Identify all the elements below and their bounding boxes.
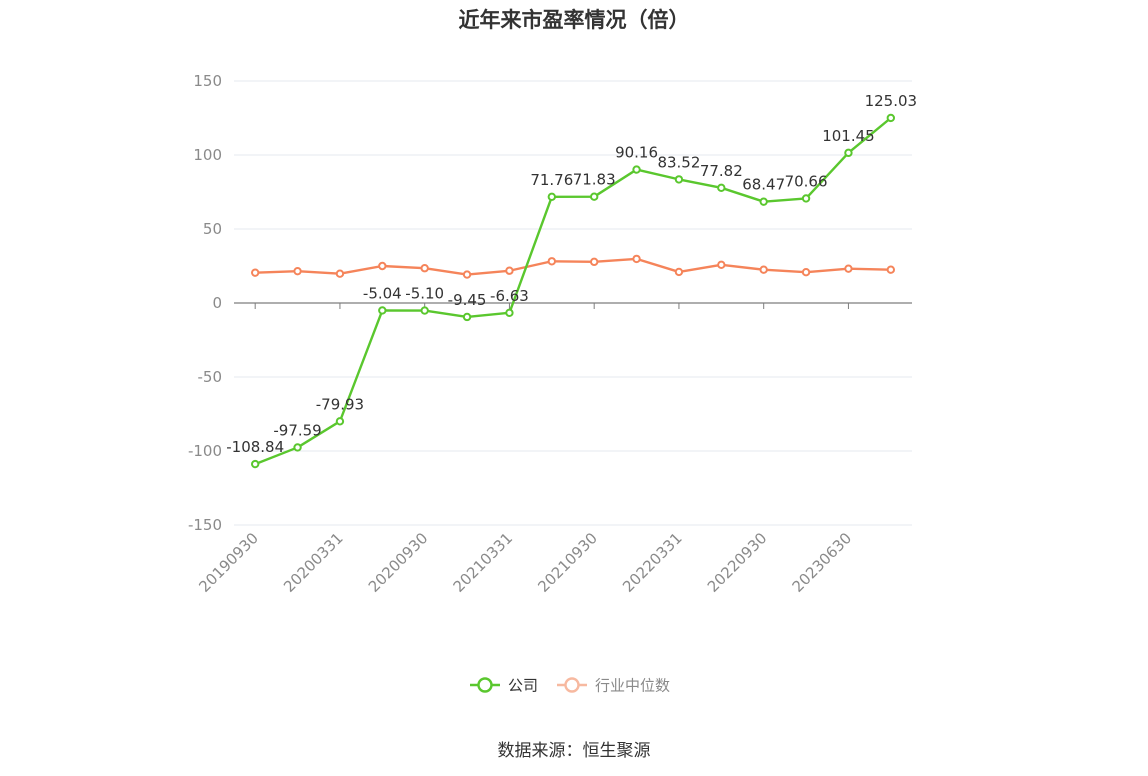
data-point <box>759 197 768 206</box>
x-tick-label: 20200331 <box>280 529 347 596</box>
series-line <box>254 117 892 466</box>
x-tick-label: 20220331 <box>619 529 686 596</box>
y-tick-label: 0 <box>212 294 222 312</box>
data-point <box>632 254 641 264</box>
legend-label: 行业中位数 <box>595 677 670 695</box>
data-labels: -108.84-97.59 -79.93 -5.04 -5.10 -9.45 -6.63 7… <box>226 92 917 456</box>
y-tick-label: -50 <box>198 368 223 386</box>
legend-label: 公司 <box>508 677 538 695</box>
data-point <box>420 264 429 273</box>
data-point <box>589 257 599 267</box>
data-label: 71.76 <box>530 171 573 189</box>
y-tick-label: 100 <box>193 146 222 164</box>
y-tick-label: 50 <box>203 220 222 238</box>
data-label: 101.45 <box>822 127 875 145</box>
grid-lines <box>234 80 912 526</box>
data-point <box>462 312 472 322</box>
x-axis: 20190930 20200331 20200930 20210331 20210930… <box>195 302 912 596</box>
y-tick-label: 150 <box>193 72 222 90</box>
chart-title: 近年来市盈率情况（倍） <box>458 8 690 32</box>
x-tick-label: 20210331 <box>450 529 517 596</box>
data-point <box>505 266 514 275</box>
data-label: -5.10 <box>405 285 444 303</box>
data-point <box>293 443 302 452</box>
series-line <box>255 257 891 276</box>
y-tick-label: -150 <box>188 516 222 534</box>
data-label: -6.63 <box>490 287 529 305</box>
x-tick-label: 20230630 <box>789 529 856 596</box>
data-point <box>674 267 684 277</box>
data-label: -79.93 <box>316 395 364 413</box>
data-label: 77.82 <box>700 162 743 180</box>
data-point <box>759 265 768 274</box>
data-label: -5.04 <box>363 284 402 302</box>
data-label: -9.45 <box>448 291 487 309</box>
series-lines <box>254 117 892 466</box>
data-point <box>505 308 514 318</box>
data-source-note: 数据来源：恒生聚源 <box>497 741 651 761</box>
data-point <box>462 270 472 279</box>
data-point <box>547 192 557 201</box>
line-chart: 150 100 50 0 -50 -100 -150 20190930 20200331 202… <box>188 72 917 695</box>
data-point <box>293 266 302 276</box>
legend: 公司 行业中位数 <box>470 677 670 695</box>
legend-marker-icon <box>564 677 580 693</box>
data-point <box>378 261 387 271</box>
data-point <box>250 268 260 277</box>
data-point <box>420 306 429 315</box>
data-point <box>717 183 726 193</box>
data-point <box>844 148 853 158</box>
data-label: -97.59 <box>273 421 321 439</box>
x-tick-label: 20210930 <box>534 529 601 596</box>
data-point <box>378 306 387 315</box>
data-point <box>632 165 641 174</box>
x-tick-label: 20190930 <box>195 529 262 596</box>
y-tick-label: -100 <box>188 442 222 460</box>
data-label: 68.47 <box>742 176 785 194</box>
data-point <box>886 265 896 274</box>
legend-marker-icon <box>477 677 493 693</box>
data-label: 70.66 <box>785 172 828 190</box>
data-point <box>589 192 599 201</box>
data-point <box>801 194 811 203</box>
data-label: 83.52 <box>657 153 700 171</box>
data-point <box>844 264 853 273</box>
data-point <box>674 175 684 184</box>
data-point <box>801 268 811 277</box>
data-point <box>250 459 260 469</box>
data-point <box>547 257 557 266</box>
data-label: -108.84 <box>226 438 284 456</box>
data-label: 125.03 <box>865 92 918 110</box>
data-point <box>717 260 726 270</box>
data-point <box>335 269 345 278</box>
data-point <box>886 113 896 123</box>
x-tick-label: 20200930 <box>365 529 432 596</box>
data-point <box>335 417 345 426</box>
data-label: 71.83 <box>573 171 616 189</box>
x-tick-label: 20220930 <box>704 529 771 596</box>
data-label: 90.16 <box>615 144 658 162</box>
y-axis: 150 100 50 0 -50 -100 -150 <box>188 72 222 534</box>
series-points <box>250 113 896 469</box>
